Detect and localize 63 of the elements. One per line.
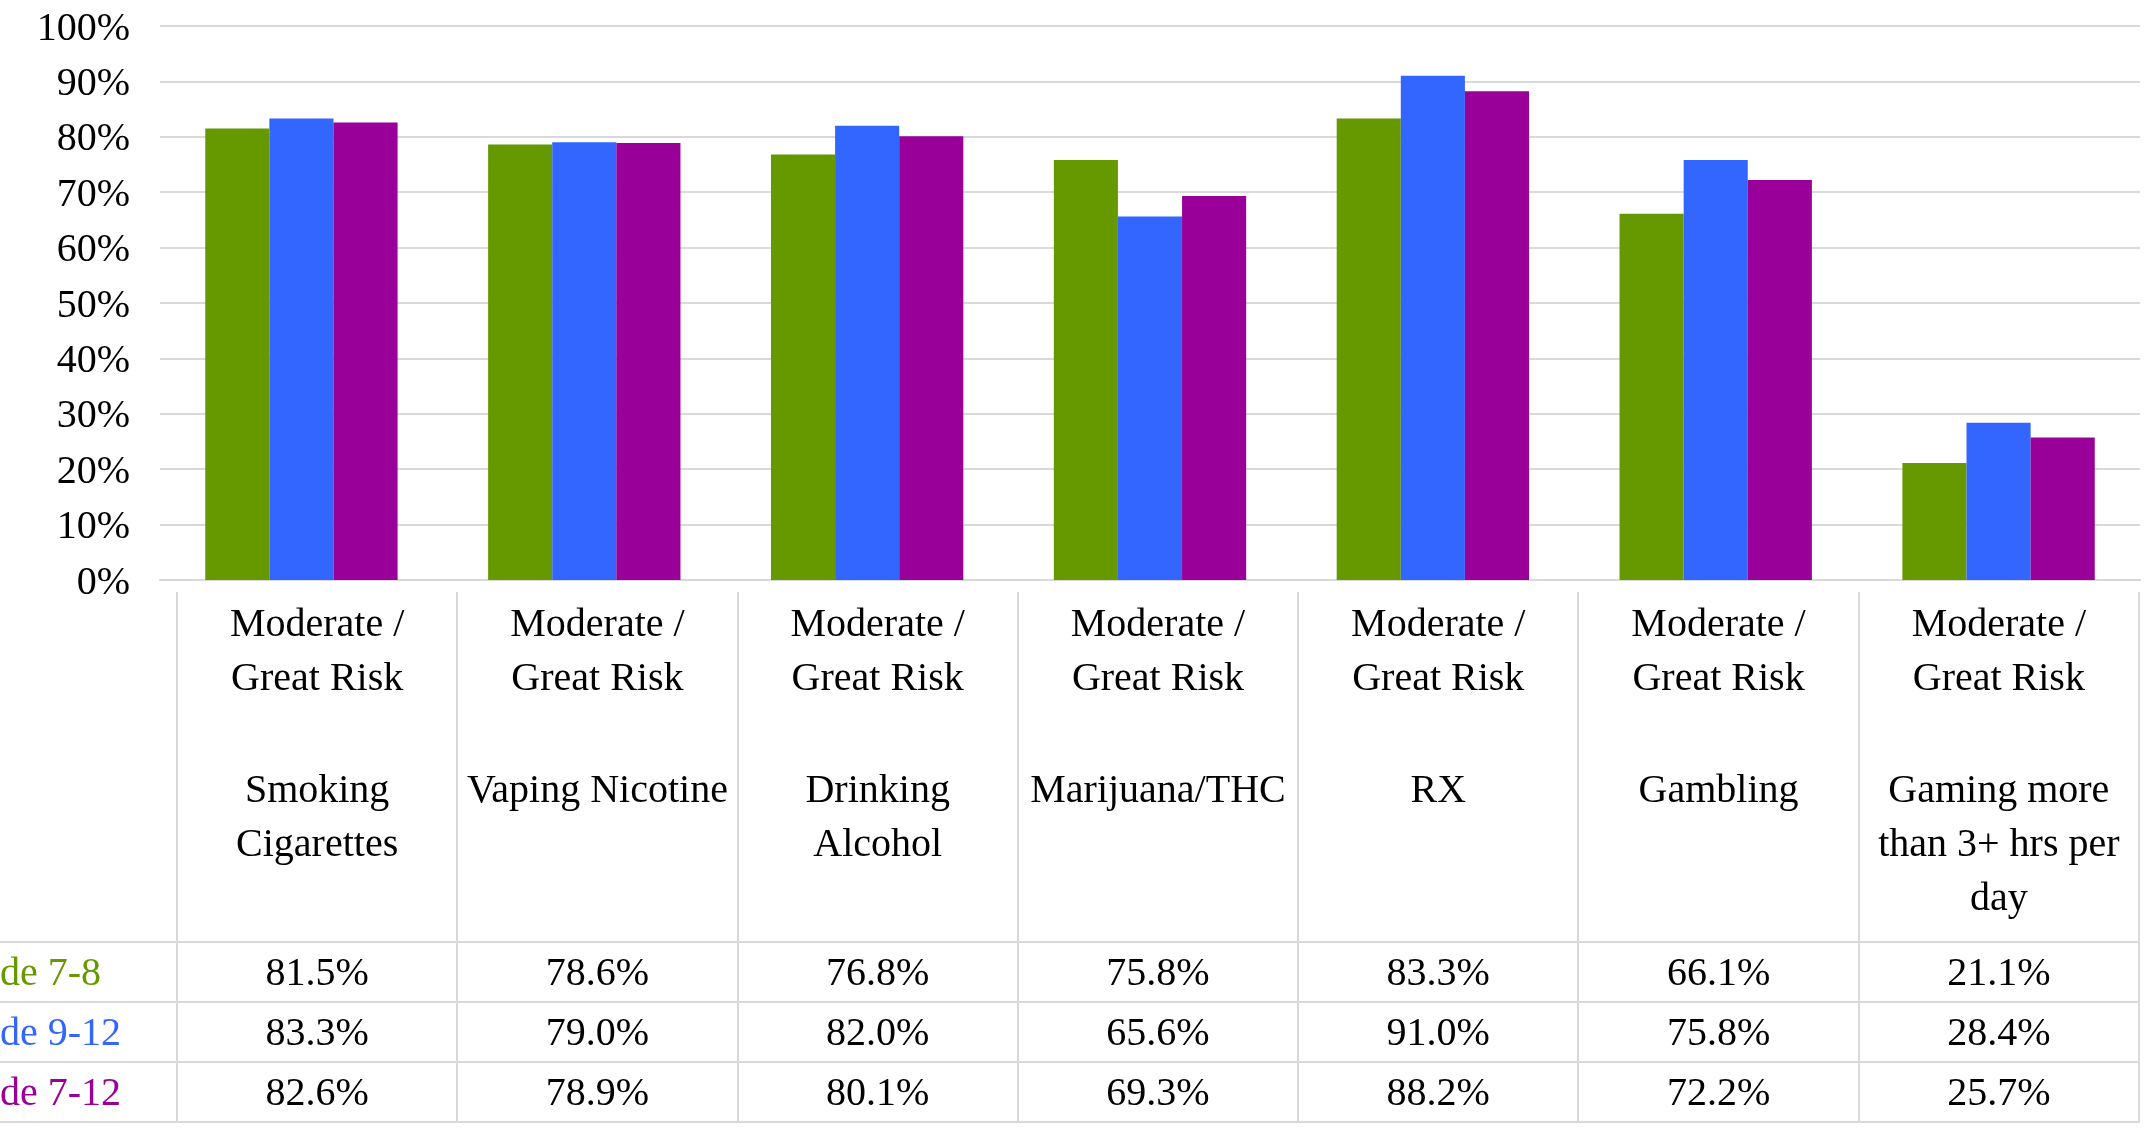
bar <box>1117 216 1183 580</box>
y-tick-label: 100% <box>36 3 130 49</box>
data-label: 28.4% <box>1858 1002 2139 1062</box>
data-label: 75.8% <box>1578 1002 1859 1062</box>
category-label: Moderate / Great Risk Marijuana/THC <box>1030 600 1286 811</box>
data-label: 83.3% <box>177 1002 458 1062</box>
y-tick-label: 50% <box>56 280 130 326</box>
category-label: Moderate / Great Risk RX <box>1351 600 1526 811</box>
category-label: Moderate / Great Risk Vaping Nicotine <box>466 600 728 811</box>
data-label: 65.6% <box>1017 1002 1299 1062</box>
data-label: 66.1% <box>1578 942 1859 1002</box>
data-label: 83.3% <box>1298 942 1579 1002</box>
data-label: 82.0% <box>737 1002 1018 1062</box>
data-label: 75.8% <box>1017 942 1299 1002</box>
data-label: 25.7% <box>1858 1062 2139 1122</box>
bar <box>1400 75 1465 580</box>
bar <box>1619 213 1684 580</box>
bar <box>899 136 964 580</box>
bar <box>616 142 681 580</box>
y-tick-label: 90% <box>56 58 130 104</box>
data-label: 81.5% <box>177 942 458 1002</box>
data-label: 82.6% <box>177 1062 458 1122</box>
y-tick-label: 30% <box>56 391 130 437</box>
category-label: Moderate / Great Risk Gaming more than 3+ hrs per day <box>1878 600 2120 919</box>
data-label: 78.9% <box>457 1062 738 1122</box>
data-label: 88.2% <box>1298 1062 1579 1122</box>
data-label: 69.3% <box>1017 1062 1299 1122</box>
text: de 9-12 <box>0 1002 177 1062</box>
bar <box>552 142 617 580</box>
bar <box>1902 463 1967 580</box>
data-label: 76.8% <box>737 942 1018 1002</box>
bar <box>835 125 900 580</box>
data-label: 91.0% <box>1298 1002 1579 1062</box>
data-label: 79.0% <box>457 1002 738 1062</box>
y-tick-label: 20% <box>56 446 130 492</box>
y-tick-label: 0% <box>76 557 130 603</box>
bar <box>1747 180 1812 580</box>
category-label: Moderate / Great Risk Drinking Alcohol <box>790 600 965 865</box>
bar <box>1464 91 1530 580</box>
bar <box>1966 422 2031 580</box>
text: de 7-12 <box>0 1062 177 1122</box>
category-label: Moderate / Great Risk Gambling <box>1631 600 1806 811</box>
bar <box>205 128 270 580</box>
category-label: Moderate / Great Risk Smoking Cigarettes <box>229 600 405 865</box>
bar <box>1683 160 1748 580</box>
data-label: 78.6% <box>457 942 738 1002</box>
bar <box>1053 160 1118 580</box>
bar <box>1336 118 1401 580</box>
y-tick-label: 70% <box>56 169 130 215</box>
data-label: 21.1% <box>1858 942 2139 1002</box>
y-tick-label: 40% <box>56 335 130 381</box>
data-label: 72.2% <box>1578 1062 1859 1122</box>
bar <box>2030 437 2095 580</box>
data-label: 80.1% <box>737 1062 1018 1122</box>
bar <box>488 144 553 580</box>
bar <box>1182 196 1247 580</box>
bar <box>269 118 334 580</box>
bar <box>770 154 836 580</box>
bar <box>333 122 398 580</box>
y-tick-label: 60% <box>56 225 130 271</box>
y-tick-label: 80% <box>56 114 130 160</box>
y-tick-label: 10% <box>56 502 130 548</box>
text: de 7-8 <box>0 942 177 1002</box>
